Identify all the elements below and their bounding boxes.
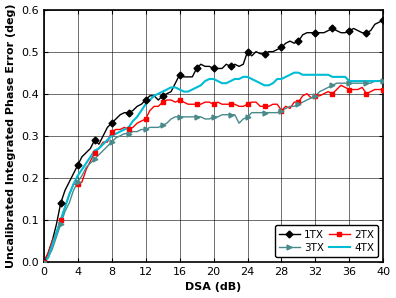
Y-axis label: Uncalibrated Integrated Phase Error (deg): Uncalibrated Integrated Phase Error (deg…	[6, 4, 15, 268]
X-axis label: DSA (dB): DSA (dB)	[185, 283, 242, 292]
Legend: 1TX, 3TX, 2TX, 4TX: 1TX, 3TX, 2TX, 4TX	[275, 225, 378, 257]
